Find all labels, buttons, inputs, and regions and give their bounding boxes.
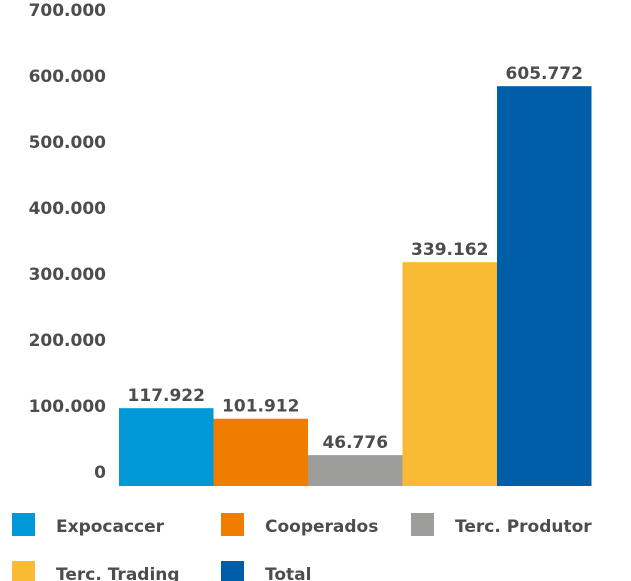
- bar-terc-produtor: [308, 455, 403, 486]
- data-label: 117.922: [128, 386, 205, 406]
- y-tick-label: 700.000: [29, 1, 107, 21]
- legend-swatch: [221, 513, 244, 536]
- legend-swatch: [12, 561, 35, 581]
- data-labels: 117.922 101.912 46.776 339.162 605.772: [128, 64, 583, 453]
- legend-label: Terc. Produtor: [455, 517, 592, 537]
- bars: [119, 86, 592, 486]
- data-label: 339.162: [411, 240, 488, 260]
- y-tick-label: 100.000: [29, 397, 107, 417]
- legend-swatch: [411, 513, 434, 536]
- data-label: 46.776: [322, 433, 388, 453]
- legend-label: Cooperados: [265, 517, 378, 537]
- data-label: 605.772: [506, 64, 583, 84]
- bar-total: [497, 86, 592, 486]
- y-tick-label: 300.000: [29, 265, 107, 285]
- y-tick-label: 200.000: [29, 331, 107, 351]
- y-tick-label: 500.000: [29, 133, 107, 153]
- legend-swatch: [221, 561, 244, 581]
- y-axis: 0 100.000 200.000 300.000 400.000 500.000 600.…: [29, 1, 107, 483]
- bar-expocaccer: [119, 408, 214, 486]
- y-tick-label: 600.000: [29, 67, 107, 87]
- bar-terc-trading: [402, 262, 497, 486]
- legend-label: Terc. Trading: [56, 565, 180, 581]
- legend-label: Total: [265, 565, 311, 581]
- legend-swatch: [12, 513, 35, 536]
- legend-label: Expocaccer: [56, 517, 165, 537]
- data-label: 101.912: [222, 397, 299, 417]
- y-tick-label: 0: [94, 463, 106, 483]
- bar-cooperados: [213, 418, 308, 486]
- legend: Expocaccer Cooperados Terc. Produtor Terc. …: [12, 513, 592, 581]
- y-tick-label: 400.000: [29, 199, 107, 219]
